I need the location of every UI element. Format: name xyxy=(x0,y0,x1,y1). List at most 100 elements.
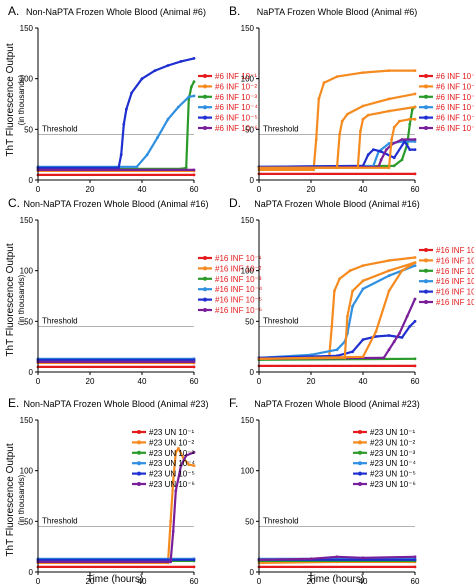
legend-entry-label: #6 INF 10⁻² xyxy=(436,82,474,91)
data-point xyxy=(166,64,170,67)
legend-entry-label: #23 UN 10⁻⁴ xyxy=(370,459,416,468)
data-point xyxy=(346,314,349,318)
data-point xyxy=(192,358,196,362)
legend-entry-label: #16 INF 10⁻² xyxy=(215,264,262,273)
legend-entry-label: #6 INF 10⁻⁴ xyxy=(215,103,258,112)
y-tick-label: 50 xyxy=(24,125,33,134)
y-tick-label: 50 xyxy=(245,125,254,134)
data-point xyxy=(335,75,339,78)
data-point xyxy=(122,122,126,126)
y-tick-label: 0 xyxy=(250,568,255,577)
data-point xyxy=(361,287,365,291)
data-point xyxy=(408,117,412,121)
data-point xyxy=(379,150,383,154)
x-axis-label-left: Time (hours) xyxy=(87,574,143,585)
legend-swatch-marker xyxy=(137,440,141,445)
data-point xyxy=(400,269,404,273)
data-point xyxy=(338,133,341,136)
data-point xyxy=(169,560,173,564)
y-tick-label: 0 xyxy=(29,568,34,577)
legend-swatch-marker xyxy=(358,430,362,434)
legend: #23 UN 10⁻¹#23 UN 10⁻²#23 UN 10⁻³#23 UN … xyxy=(353,428,416,489)
threshold-label: Threshold xyxy=(42,124,78,133)
legend-swatch-marker xyxy=(424,94,428,99)
chart-title: NaPTA Frozen Whole Blood (Animal #16) xyxy=(254,199,419,209)
chart-title: Non-NaPTA Frozen Whole Blood (Animal #16… xyxy=(24,199,209,209)
legend-entry-label: #6 INF 10⁻¹ xyxy=(215,72,257,81)
data-point xyxy=(387,109,391,113)
y-axis-sublabel-bottom: (in thousands) xyxy=(17,474,26,525)
data-point xyxy=(335,348,339,352)
data-point xyxy=(192,464,196,467)
data-point xyxy=(361,279,365,283)
data-point xyxy=(413,364,417,368)
legend-swatch-marker xyxy=(137,461,141,466)
legend-swatch-marker xyxy=(203,276,207,281)
data-point xyxy=(361,355,365,359)
legend-swatch-marker xyxy=(424,74,428,78)
legend-swatch-marker xyxy=(137,471,141,476)
chart-title: Non-NaPTA Frozen Whole Blood (Animal #6) xyxy=(26,7,206,17)
x-tick-label: 40 xyxy=(138,377,147,386)
data-point xyxy=(387,334,391,337)
data-point xyxy=(413,69,417,72)
data-point xyxy=(171,479,175,483)
threshold-label: Threshold xyxy=(42,316,78,325)
series-line-8 xyxy=(257,261,417,360)
y-tick-label: 100 xyxy=(241,267,255,276)
data-point xyxy=(379,158,383,162)
x-tick-label: 40 xyxy=(359,185,368,194)
data-point xyxy=(413,558,417,562)
legend-swatch-marker xyxy=(203,74,207,78)
data-point xyxy=(192,360,196,364)
y-tick-label: 50 xyxy=(245,317,254,326)
data-point xyxy=(392,340,396,343)
y-tick-label: 50 xyxy=(245,517,254,526)
legend-swatch-marker xyxy=(203,287,207,292)
y-tick-label: 150 xyxy=(241,216,255,225)
y-tick-label: 150 xyxy=(241,416,255,425)
x-tick-label: 20 xyxy=(307,185,316,194)
legend-swatch-marker xyxy=(203,256,207,260)
data-point xyxy=(361,556,365,560)
data-point xyxy=(387,69,391,72)
data-point xyxy=(413,319,417,323)
legend-swatch-marker xyxy=(424,126,428,130)
x-tick-label: 40 xyxy=(138,185,147,194)
data-point xyxy=(192,173,196,177)
chart-panel-5: E. Non-NaPTA Frozen Whole Blood (Animal #… xyxy=(8,396,208,586)
legend-entry-label: #6 INF 10⁻⁵ xyxy=(436,114,474,123)
legend-entry-label: #16 INF 10⁻¹ xyxy=(215,254,262,263)
legend-entry-label: #23 UN 10⁻² xyxy=(149,438,194,447)
legend-swatch-marker xyxy=(358,461,362,466)
threshold-label: Threshold xyxy=(42,516,78,525)
y-tick-label: 0 xyxy=(29,368,34,377)
data-point xyxy=(351,350,354,354)
y-tick-label: 100 xyxy=(20,467,34,476)
data-point xyxy=(140,77,144,81)
data-point xyxy=(392,156,396,160)
data-point xyxy=(192,94,196,98)
legend-swatch-marker xyxy=(358,482,362,486)
data-point xyxy=(153,69,157,72)
legend-swatch-marker xyxy=(424,258,428,263)
data-point xyxy=(135,165,139,169)
data-point xyxy=(192,57,196,60)
legend-entry-label: #6 INF 10⁻⁶ xyxy=(215,124,258,133)
legend-entry-label: #6 INF 10⁻¹ xyxy=(436,72,474,81)
data-point xyxy=(361,71,365,74)
data-point xyxy=(413,261,417,264)
legend-swatch-marker xyxy=(358,471,362,476)
data-point xyxy=(174,489,178,493)
x-tick-label: 0 xyxy=(257,577,262,586)
data-point xyxy=(351,289,354,293)
data-point xyxy=(387,259,391,262)
data-point xyxy=(387,269,391,273)
data-point xyxy=(413,117,417,121)
data-point xyxy=(366,153,370,157)
legend-swatch-marker xyxy=(424,289,428,294)
data-point xyxy=(156,136,160,139)
y-tick-label: 0 xyxy=(250,176,255,185)
x-tick-label: 40 xyxy=(359,377,368,386)
x-tick-label: 60 xyxy=(190,377,199,386)
